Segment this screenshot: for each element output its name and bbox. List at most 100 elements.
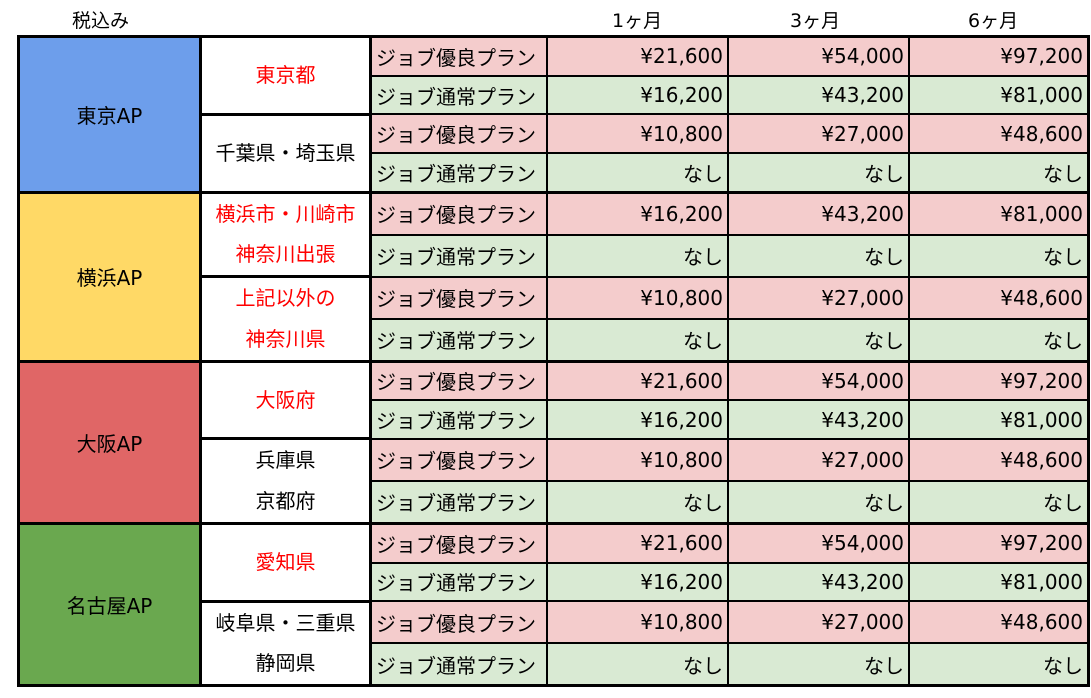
- plan-name-cell: ジョブ優良プラン: [369, 437, 548, 482]
- region-cell: 東京都: [199, 35, 372, 116]
- price-1-month: ¥16,200: [546, 561, 729, 603]
- region-name-line: 大阪府: [255, 387, 316, 412]
- price-6-months: ¥81,000: [908, 190, 1090, 236]
- price-3-months: ¥43,200: [727, 190, 910, 236]
- region-name-line: 神奈川出張: [235, 242, 336, 267]
- table-row: ジョブ通常プラン なし なし なし: [19, 479, 1090, 525]
- price-3-months: ¥27,000: [727, 600, 910, 645]
- plan-name-cell: ジョブ通常プラン: [369, 74, 548, 116]
- region-name-line: 岐阜県・三重県: [215, 610, 356, 635]
- area-cell: 横浜AP: [17, 190, 202, 363]
- plan-name-cell: ジョブ通常プラン: [369, 479, 548, 525]
- price-3-months: なし: [727, 642, 910, 688]
- price-1-month: なし: [546, 152, 729, 194]
- price-1-month: なし: [546, 642, 729, 688]
- area-cell: 東京AP: [17, 35, 202, 194]
- table-row: 名古屋AP 愛知県 ジョブ優良プラン ¥21,600 ¥54,000 ¥97,200: [17, 521, 1090, 688]
- column-header-6-months: 6ヶ月: [968, 10, 1019, 32]
- table-row: 大阪AP 大阪府 ジョブ優良プラン ¥21,600 ¥54,000 ¥97,200: [17, 359, 1090, 525]
- price-3-months: ¥54,000: [727, 521, 910, 564]
- price-3-months: ¥27,000: [727, 113, 910, 155]
- region-cell: 上記以外の 神奈川県: [199, 275, 372, 363]
- plan-name-cell: ジョブ通常プラン: [369, 152, 548, 194]
- price-3-months: なし: [727, 152, 910, 194]
- region-name-line: 京都府: [255, 489, 316, 514]
- region-name-line: 横浜市・川崎市: [215, 201, 356, 226]
- table-row: ジョブ通常プラン ¥16,200 ¥43,200 ¥81,000: [19, 74, 1090, 116]
- price-1-month: なし: [546, 317, 729, 363]
- table-row: 岐阜県・三重県 静岡県 ジョブ優良プラン ¥10,800 ¥27,000 ¥48,600: [19, 599, 1090, 688]
- table-row: 横浜AP 横浜市・川崎市 神奈川出張 ジョブ優良プラン ¥16,200 ¥43,200 ¥8…: [17, 190, 1090, 363]
- price-6-months: なし: [908, 479, 1090, 525]
- table-row: ジョブ通常プラン なし なし なし: [19, 317, 1090, 363]
- region-cell: 横浜市・川崎市 神奈川出張: [199, 190, 372, 279]
- price-3-months: ¥27,000: [727, 275, 910, 320]
- price-1-month: ¥10,800: [546, 275, 729, 320]
- price-table: 東京AP 東京都 ジョブ優良プラン ¥21,600 ¥54,000 ¥97,200 ジョブ通…: [17, 34, 1090, 688]
- plan-name-cell: ジョブ優良プラン: [369, 359, 548, 402]
- price-3-months: なし: [727, 233, 910, 278]
- plan-name-cell: ジョブ優良プラン: [369, 34, 548, 77]
- plan-name-cell: ジョブ優良プラン: [369, 521, 548, 564]
- price-3-months: ¥54,000: [727, 359, 910, 402]
- plan-name-cell: ジョブ優良プラン: [369, 275, 548, 320]
- region-cell: 大阪府: [199, 359, 372, 441]
- region-name-line: 上記以外の: [235, 286, 336, 311]
- region-name-line: 神奈川県: [245, 326, 326, 351]
- region-name-line: 静岡県: [255, 651, 316, 676]
- price-1-month: ¥10,800: [546, 113, 729, 155]
- price-6-months: なし: [908, 317, 1090, 363]
- price-3-months: ¥43,200: [727, 399, 910, 440]
- price-1-month: なし: [546, 479, 729, 525]
- price-6-months: なし: [908, 233, 1090, 278]
- price-6-months: なし: [908, 152, 1090, 194]
- price-6-months: ¥48,600: [908, 437, 1090, 482]
- column-header-3-months: 3ヶ月: [790, 10, 841, 32]
- table-row: 東京AP 東京都 ジョブ優良プラン ¥21,600 ¥54,000 ¥97,200: [17, 34, 1090, 194]
- plan-name-cell: ジョブ通常プラン: [369, 561, 548, 603]
- table-row: ジョブ通常プラン ¥16,200 ¥43,200 ¥81,000: [19, 561, 1090, 603]
- area-cell: 名古屋AP: [17, 521, 202, 688]
- plan-name-cell: ジョブ優良プラン: [369, 113, 548, 155]
- price-6-months: ¥81,000: [908, 399, 1090, 440]
- price-3-months: ¥54,000: [727, 34, 910, 77]
- region-cell: 千葉県・埼玉県: [199, 112, 372, 194]
- region-name-line: 千葉県・埼玉県: [215, 140, 356, 165]
- tax-included-label: 税込み: [72, 10, 130, 32]
- price-1-month: ¥10,800: [546, 437, 729, 482]
- price-6-months: ¥48,600: [908, 600, 1090, 645]
- price-1-month: ¥16,200: [546, 399, 729, 440]
- table-row: ジョブ通常プラン なし なし なし: [19, 233, 1090, 278]
- table-row: 千葉県・埼玉県 ジョブ優良プラン ¥10,800 ¥27,000 ¥48,600: [19, 112, 1090, 194]
- plan-name-cell: ジョブ優良プラン: [369, 190, 548, 236]
- price-6-months: ¥48,600: [908, 113, 1090, 155]
- price-3-months: なし: [727, 317, 910, 363]
- table-row: ジョブ通常プラン なし なし なし: [19, 152, 1090, 194]
- price-1-month: ¥16,200: [546, 74, 729, 116]
- price-1-month: ¥16,200: [546, 190, 729, 236]
- price-1-month: ¥10,800: [546, 600, 729, 645]
- region-name-line: 東京都: [255, 63, 316, 88]
- price-6-months: ¥81,000: [908, 74, 1090, 116]
- region-cell: 愛知県: [199, 521, 372, 603]
- column-header-1-month: 1ヶ月: [612, 10, 663, 32]
- price-3-months: ¥43,200: [727, 561, 910, 603]
- region-cell: 兵庫県 京都府: [199, 437, 372, 525]
- table-row: ジョブ通常プラン なし なし なし: [19, 642, 1090, 688]
- table-row: 上記以外の 神奈川県 ジョブ優良プラン ¥10,800 ¥27,000 ¥48,600: [19, 275, 1090, 363]
- table-row: ジョブ通常プラン ¥16,200 ¥43,200 ¥81,000: [19, 399, 1090, 440]
- price-1-month: ¥21,600: [546, 359, 729, 402]
- plan-name-cell: ジョブ通常プラン: [369, 317, 548, 363]
- price-1-month: ¥21,600: [546, 34, 729, 77]
- price-6-months: ¥48,600: [908, 275, 1090, 320]
- price-3-months: なし: [727, 479, 910, 525]
- price-6-months: ¥81,000: [908, 561, 1090, 603]
- header-row: 税込み 1ヶ月 3ヶ月 6ヶ月: [0, 0, 1091, 35]
- region-name-line: 愛知県: [255, 549, 316, 574]
- area-cell: 大阪AP: [17, 359, 202, 525]
- price-6-months: なし: [908, 642, 1090, 688]
- price-1-month: ¥21,600: [546, 521, 729, 564]
- price-3-months: ¥27,000: [727, 437, 910, 482]
- plan-name-cell: ジョブ優良プラン: [369, 600, 548, 645]
- price-6-months: ¥97,200: [908, 521, 1090, 564]
